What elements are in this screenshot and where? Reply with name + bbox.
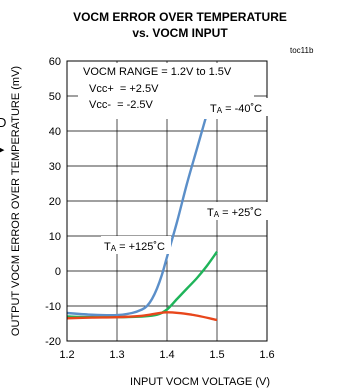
figure-id: toc11b — [290, 46, 314, 55]
y-tick-label: 30 — [49, 161, 61, 173]
svg-text:TA = +25˚C: TA = +25˚C — [207, 207, 262, 219]
label-minus-40: TA = -40˚C — [208, 98, 268, 116]
y-tick-label: 10 — [49, 231, 61, 243]
series-lines — [66, 78, 219, 322]
series-line-1 — [66, 251, 218, 319]
plot-frame — [66, 60, 268, 342]
x-tick-label: 1.6 — [259, 349, 274, 361]
x-tick-label: 1.5 — [209, 349, 224, 361]
chart-title: VOCM ERROR OVER TEMPERATURE — [73, 10, 287, 24]
edge-letter-fragment: D — [0, 115, 7, 130]
condition-vocm-range: VOCM RANGE = 1.2V to 1.5V — [83, 66, 232, 78]
x-axis-label: INPUT VOCM VOLTAGE (V) — [130, 376, 270, 388]
y-tick-label: 40 — [49, 126, 61, 138]
condition-vcc-plus: Vcc+ = +2.5V — [89, 83, 159, 95]
series-line-0 — [66, 78, 219, 317]
label-plus-125-main: T — [104, 241, 111, 253]
x-tick-label: 1.3 — [109, 349, 124, 361]
edge-arrow-fragment: ▶ — [0, 144, 5, 156]
label-plus-125: TA = +125˚C — [101, 236, 171, 254]
tick-labels: 1.2 1.3 1.4 1.5 1.6 -20 -10 0 10 20 30 40 50 60 — [45, 56, 275, 361]
label-plus-25-rest: = +25˚C — [219, 207, 262, 219]
x-tick-label: 1.4 — [159, 349, 174, 361]
label-minus-40-main: T — [210, 103, 217, 115]
svg-text:TA = -40˚C: TA = -40˚C — [210, 103, 262, 115]
y-tick-label: -10 — [45, 301, 61, 313]
y-tick-label: 50 — [49, 91, 61, 103]
label-minus-40-rest: = -40˚C — [222, 103, 262, 115]
y-axis-label: OUTPUT VOCM ERROR OVER TEMPERATURE (mV) — [10, 66, 22, 336]
condition-vcc-minus: Vcc- = -2.5V — [89, 99, 154, 111]
label-plus-25: TA = +25˚C — [205, 202, 269, 220]
y-tick-label: 0 — [55, 266, 61, 278]
label-plus-25-sub: A — [214, 210, 220, 219]
y-tick-label: 60 — [49, 56, 61, 68]
x-tick-label: 1.2 — [59, 349, 74, 361]
label-plus-25-main: T — [207, 207, 214, 219]
label-plus-125-sub: A — [111, 244, 117, 253]
y-tick-label: -20 — [45, 336, 61, 348]
chart-subtitle: vs. VOCM INPUT — [132, 26, 228, 40]
y-tick-label: 20 — [49, 196, 61, 208]
label-minus-40-sub: A — [217, 106, 223, 115]
series-line-2 — [66, 311, 218, 322]
svg-text:TA = +125˚C: TA = +125˚C — [104, 241, 165, 253]
label-plus-125-rest: = +125˚C — [116, 241, 165, 253]
